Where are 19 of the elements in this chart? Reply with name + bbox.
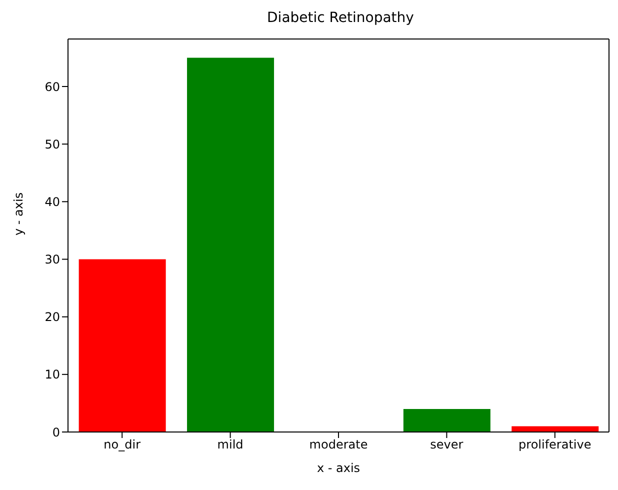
- y-tick-label: 30: [44, 252, 60, 267]
- bar: [187, 58, 274, 432]
- x-tick-label: moderate: [309, 438, 368, 452]
- x-tick-label: sever: [430, 438, 464, 452]
- x-axis-title: x - axis: [316, 461, 360, 475]
- y-axis-title: y - axis: [11, 192, 26, 236]
- y-tick-label: 10: [44, 368, 60, 382]
- x-tick-label: proliferative: [518, 438, 592, 452]
- bar: [403, 408, 490, 432]
- bar: [512, 426, 599, 432]
- x-tick-label: no_dir: [104, 438, 141, 452]
- y-tick-label: 60: [44, 80, 60, 94]
- y-tick-label: 50: [44, 137, 60, 152]
- x-tick-label: mild: [217, 438, 244, 452]
- chart-title: Diabetic Retinopathy: [266, 10, 415, 26]
- y-tick-label: 0: [52, 425, 60, 440]
- y-tick-label: 20: [44, 310, 60, 324]
- bar: [78, 259, 166, 432]
- y-tick-label: 40: [44, 194, 60, 209]
